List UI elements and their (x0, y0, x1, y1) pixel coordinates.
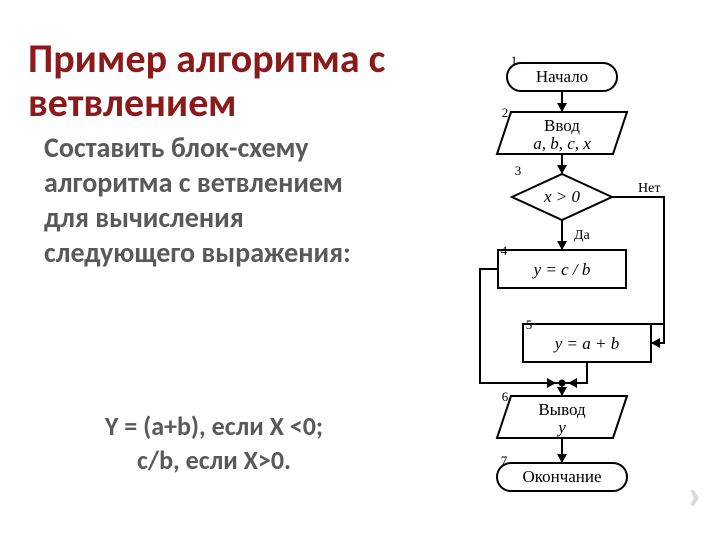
svg-text:Начало: Начало (536, 67, 588, 86)
svg-text:Нет: Нет (638, 181, 660, 196)
formula-line-2: c/b, если Х>0. (137, 444, 291, 476)
svg-text:y = c / b: y = c / b (532, 260, 591, 279)
formula-line-1: Y = (а+b), если Х <0; (105, 410, 323, 442)
svg-text:y = a + b: y = a + b (553, 334, 620, 353)
slide-title: Пример алгоритма с ветвлением (28, 37, 468, 125)
flowchart: Начало 1 Вводa, b, c, x 2 x > 0 Да Нет 3 y = c /… (432, 32, 692, 522)
svg-text:Вывод: Вывод (538, 400, 586, 419)
next-slide-chevron-icon[interactable]: › (687, 472, 702, 516)
svg-text:Ввод: Ввод (544, 116, 580, 135)
svg-text:7: 7 (501, 453, 508, 468)
svg-text:a, b, c, x: a, b, c, x (533, 134, 591, 153)
svg-text:2: 2 (502, 105, 509, 120)
svg-text:Окончание: Окончание (522, 467, 601, 486)
svg-text:y: y (556, 418, 566, 437)
svg-text:x > 0: x > 0 (543, 187, 581, 206)
svg-text:5: 5 (526, 317, 533, 332)
svg-text:1: 1 (511, 53, 518, 68)
svg-text:Да: Да (574, 228, 591, 243)
formula-block: Y = (а+b), если Х <0; c/b, если Х>0. (44, 410, 384, 478)
task-description: Составить блок-схему алгоритма с ветвлен… (44, 130, 384, 270)
svg-text:6: 6 (502, 389, 509, 404)
svg-text:3: 3 (515, 163, 522, 178)
svg-text:4: 4 (501, 243, 508, 258)
